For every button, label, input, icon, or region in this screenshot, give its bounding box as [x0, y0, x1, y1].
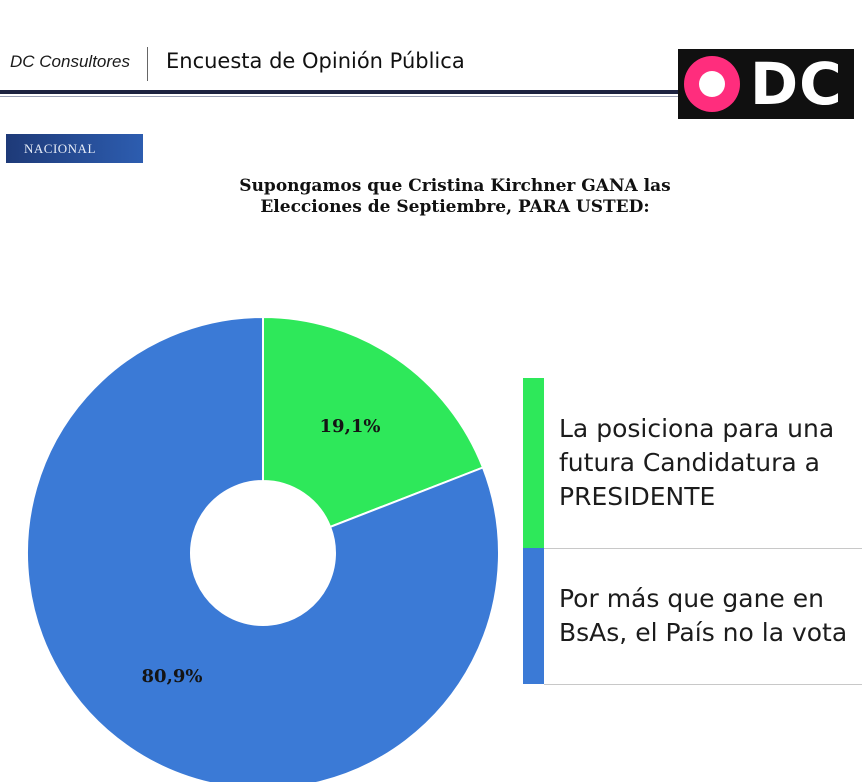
legend-text-no-la-vota: Por más que gane en BsAs, el País no la … [559, 582, 847, 650]
chart-title-line-1: Supongamos que Cristina Kirchner GANA la… [239, 176, 671, 196]
header-rule [0, 90, 680, 94]
chart-title: Supongamos que Cristina Kirchner GANA la… [0, 176, 862, 218]
legend-line: BsAs, el País no la vota [559, 618, 848, 647]
survey-title: Encuesta de Opinión Pública [166, 49, 465, 73]
slice-label-candidatura: 19,1% [320, 416, 381, 437]
legend-line: PRESIDENTE [559, 482, 716, 511]
chart-title-line-2: Elecciones de Septiembre, PARA USTED: [260, 197, 650, 217]
odc-logo: DC [678, 49, 854, 119]
scope-badge: NACIONAL [6, 134, 143, 163]
brand-name: DC Consultores [10, 52, 130, 71]
legend-line: futura Candidatura a [559, 448, 820, 477]
donut-slice-candidatura [262, 315, 485, 529]
legend-separator [544, 684, 862, 685]
legend-swatch-green [523, 378, 544, 548]
legend-separator [544, 548, 862, 549]
logo-text: DC [750, 50, 843, 118]
legend-item-no-la-vota: Por más que gane en BsAs, el País no la … [523, 548, 862, 684]
slice-label-no-la-vota: 80,9% [142, 666, 203, 687]
legend-line: Por más que gane en [559, 584, 824, 613]
donut-slice-no-la-vota [26, 315, 500, 782]
legend-swatch-blue [523, 548, 544, 684]
header-rule-shadow [0, 96, 680, 97]
chart-legend: La posiciona para una futura Candidatura… [523, 378, 862, 685]
legend-line: La posiciona para una [559, 414, 835, 443]
legend-item-candidatura: La posiciona para una futura Candidatura… [523, 378, 862, 548]
logo-circle-icon [684, 56, 740, 112]
report-header: DC Consultores Encuesta de Opinión Públi… [0, 0, 862, 130]
legend-text-candidatura: La posiciona para una futura Candidatura… [559, 412, 834, 514]
header-divider [147, 47, 148, 81]
